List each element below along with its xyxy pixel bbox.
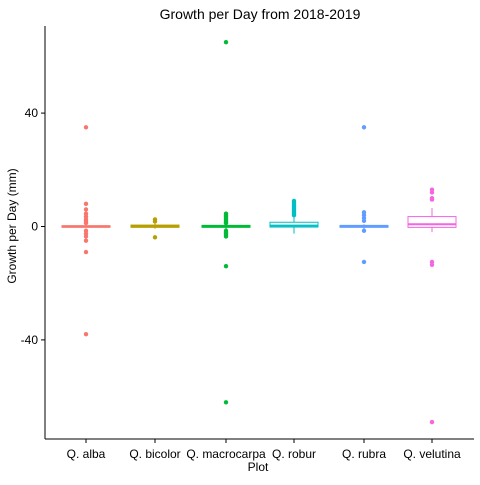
outlier-point	[83, 207, 89, 212]
outlier-point	[83, 220, 89, 226]
outlier-point	[429, 197, 435, 202]
outlier-point	[361, 125, 367, 130]
plot-area: -40 0 40 Q. alba Q. bicolor Q. macrocarpa Q. r…	[21, 26, 474, 461]
outlier-point	[83, 234, 89, 239]
outlier-point	[223, 234, 229, 239]
x-tick-label: Q. alba	[67, 447, 106, 461]
outlier-point	[83, 125, 89, 130]
outlier-point	[83, 238, 89, 243]
box	[407, 216, 457, 228]
outlier-point	[223, 400, 229, 405]
outlier-point	[361, 218, 367, 224]
outlier-point	[83, 249, 89, 255]
outlier-point	[152, 219, 158, 224]
x-tick-label: Q. macrocarpa	[186, 447, 266, 461]
y-axis-label: Growth per Day (mm)	[5, 168, 19, 283]
x-tick-label: Q. rubra	[342, 447, 386, 461]
outlier-point	[83, 332, 89, 337]
outlier-point	[223, 263, 229, 269]
outlier-point	[223, 220, 229, 226]
chart-title: Growth per Day from 2018-2019	[160, 6, 361, 22]
x-tick-label: Q. velutina	[403, 447, 461, 461]
outlier-point	[223, 40, 229, 45]
outlier-point	[429, 419, 435, 425]
x-axis-label: Plot	[248, 460, 269, 474]
y-tick-label: 0	[31, 220, 38, 234]
outlier-point	[291, 212, 297, 218]
outlier-point	[429, 190, 435, 195]
x-tick-label: Q. robur	[272, 447, 316, 461]
outlier-point	[429, 262, 435, 267]
y-tick-label: -40	[21, 333, 39, 347]
outlier-point	[361, 259, 367, 265]
x-tick-label: Q. bicolor	[129, 447, 180, 461]
outlier-point	[152, 235, 158, 240]
outlier-point	[361, 228, 367, 233]
y-tick-label: 40	[25, 106, 39, 120]
outlier-point	[83, 201, 89, 207]
